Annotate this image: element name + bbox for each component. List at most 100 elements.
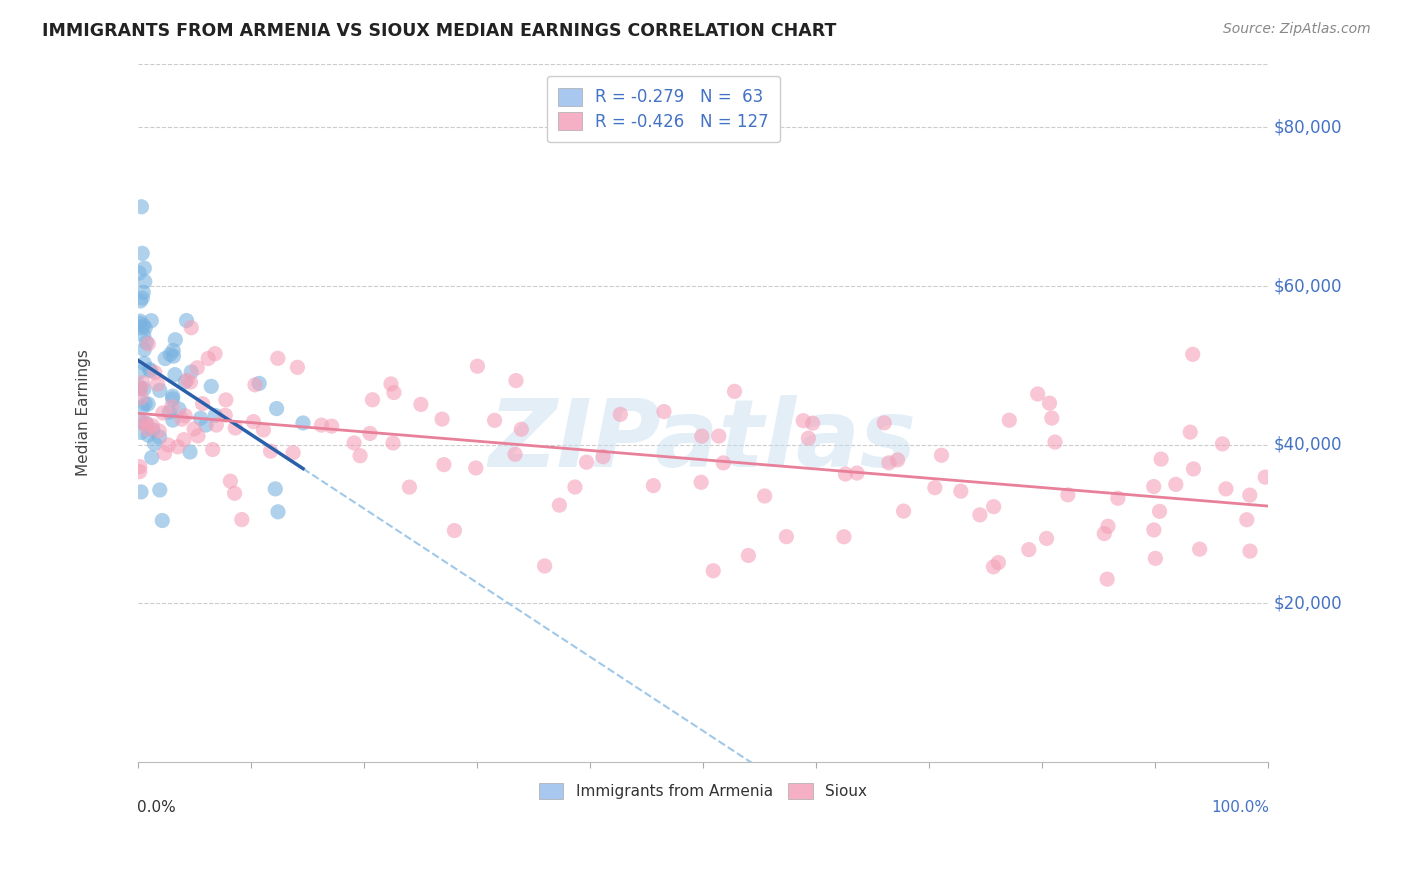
Point (153, 351, 176, 366)
Point (214, 409, 236, 423)
Point (886, 453, 908, 467)
Point (183, 422, 205, 436)
Point (969, 508, 991, 522)
Point (219, 474, 242, 488)
Point (711, 456, 734, 470)
Point (652, 404, 675, 418)
Point (204, 409, 226, 423)
Point (132, 382, 155, 396)
Point (146, 377, 169, 392)
Text: 0.0%: 0.0% (136, 800, 176, 815)
Point (247, 376, 270, 391)
Point (1239, 544, 1261, 558)
Point (190, 411, 212, 425)
Point (1092, 526, 1115, 541)
Point (1254, 470, 1277, 484)
Point (138, 428, 160, 442)
Point (1040, 411, 1063, 425)
Point (136, 422, 159, 436)
Point (173, 433, 195, 447)
Point (321, 419, 343, 434)
Point (162, 343, 184, 358)
Point (134, 275, 156, 289)
Point (160, 400, 183, 414)
Point (135, 335, 157, 350)
Point (197, 351, 219, 366)
Point (132, 328, 155, 343)
Point (1038, 396, 1060, 410)
Point (129, 425, 152, 440)
Point (464, 461, 486, 475)
Point (129, 314, 152, 328)
Point (149, 384, 172, 398)
Text: $80,000: $80,000 (1274, 119, 1341, 136)
Point (143, 436, 166, 450)
Point (1143, 479, 1166, 493)
Text: $40,000: $40,000 (1274, 435, 1341, 454)
Point (1035, 532, 1057, 546)
Point (343, 436, 366, 450)
Point (148, 424, 170, 438)
Point (162, 413, 184, 427)
Point (128, 365, 150, 379)
Point (443, 524, 465, 538)
Point (142, 423, 165, 437)
Point (1097, 519, 1119, 533)
Point (195, 417, 218, 432)
Point (242, 415, 264, 429)
Point (141, 314, 163, 328)
Point (129, 293, 152, 308)
Point (135, 416, 157, 430)
Legend: Immigrants from Armenia, Sioux: Immigrants from Armenia, Sioux (531, 775, 875, 806)
Point (924, 481, 946, 495)
Point (143, 366, 166, 380)
Point (690, 475, 713, 490)
Point (291, 416, 314, 430)
Point (311, 418, 333, 433)
Point (243, 377, 266, 392)
Point (170, 412, 193, 426)
Point (1188, 542, 1211, 557)
Point (131, 291, 153, 305)
Point (136, 336, 159, 351)
Point (873, 416, 896, 430)
Text: Source: ZipAtlas.com: Source: ZipAtlas.com (1223, 22, 1371, 37)
Point (1043, 435, 1066, 450)
Point (931, 448, 953, 462)
Point (834, 467, 856, 481)
Point (987, 556, 1010, 570)
Point (132, 318, 155, 333)
Point (1182, 462, 1205, 476)
Point (382, 385, 405, 400)
Point (149, 483, 172, 497)
Point (433, 458, 456, 472)
Point (287, 360, 309, 375)
Text: $20,000: $20,000 (1274, 594, 1341, 612)
Point (176, 373, 198, 387)
Point (359, 426, 381, 441)
Point (134, 356, 156, 370)
Point (142, 418, 165, 433)
Point (259, 444, 281, 458)
Point (179, 445, 201, 459)
Point (186, 360, 208, 375)
Point (690, 429, 713, 443)
Point (179, 375, 201, 389)
Point (174, 375, 197, 389)
Point (801, 416, 824, 430)
Point (1180, 425, 1202, 439)
Point (467, 359, 489, 374)
Point (176, 313, 198, 327)
Point (877, 456, 900, 470)
Point (152, 406, 174, 420)
Point (998, 413, 1021, 427)
Point (1164, 477, 1187, 491)
Point (723, 384, 745, 399)
Point (128, 316, 150, 330)
Point (134, 397, 156, 411)
Point (564, 480, 586, 494)
Point (157, 438, 180, 452)
Point (138, 362, 160, 376)
Text: IMMIGRANTS FROM ARMENIA VS SIOUX MEDIAN EARNINGS CORRELATION CHART: IMMIGRANTS FROM ARMENIA VS SIOUX MEDIAN … (42, 22, 837, 40)
Point (180, 320, 202, 334)
